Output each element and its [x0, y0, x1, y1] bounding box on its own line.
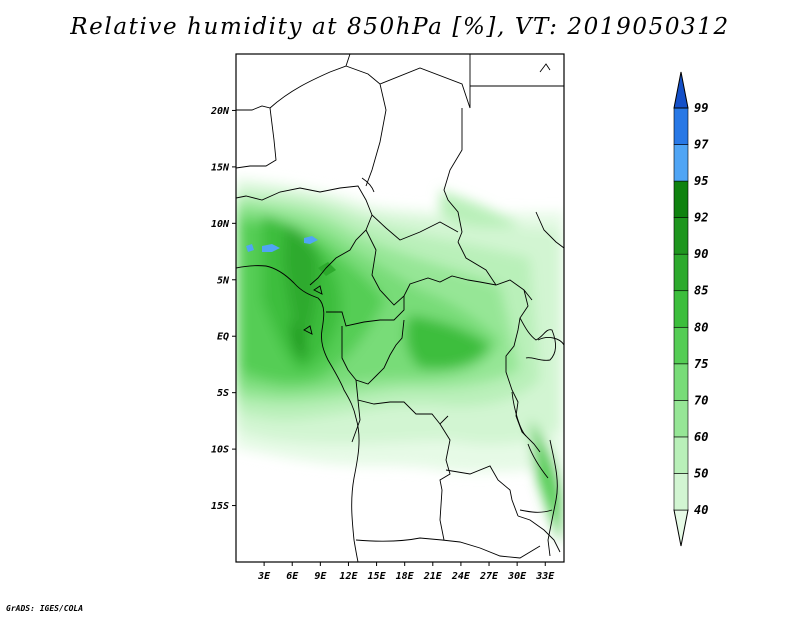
latitude-axis: 20N 15N 10N 5N EQ 5S 10S 15S — [210, 106, 236, 512]
colorbar-segment — [673, 107, 689, 145]
lat-tick-label: 10S — [211, 445, 229, 456]
lon-tick-label: 15E — [368, 571, 387, 582]
lon-tick: 33E — [535, 562, 555, 582]
lat-tick-label: EQ — [217, 332, 229, 343]
colorbar-segment — [673, 290, 689, 328]
colorbar-low-arrow — [673, 509, 689, 547]
lat-tick-label: 15S — [211, 501, 229, 512]
longitude-axis: 3E 6E 9E 12E 15E 18E 21E 24E 27E 30E 33E — [257, 562, 555, 582]
lat-tick: 15N — [211, 162, 236, 173]
lon-tick-label: 12E — [339, 571, 358, 582]
colorbar-segment — [673, 326, 689, 365]
colorbar: 40 50 60 70 75 80 85 90 92 95 97 99 — [673, 71, 709, 547]
colorbar-label: 90 — [694, 247, 708, 261]
lon-tick-label: 3E — [257, 571, 271, 582]
lon-tick: 18E — [396, 562, 415, 582]
colorbar-label: 50 — [694, 466, 708, 480]
lon-tick: 6E — [286, 562, 299, 582]
lon-tick-label: 6E — [286, 571, 299, 582]
lat-tick: 5N — [217, 275, 236, 286]
lon-tick-label: 9E — [314, 571, 327, 582]
colorbar-segment — [673, 217, 689, 255]
colorbar-label: 75 — [694, 357, 708, 371]
colorbar-segment — [673, 253, 689, 292]
lat-tick-label: 5S — [217, 388, 229, 399]
humidity-shading — [236, 178, 564, 545]
colorbar-label: 60 — [694, 430, 708, 444]
lat-tick-label: 10N — [211, 219, 230, 230]
colorbar-segment — [673, 400, 689, 438]
colorbar-segment — [673, 144, 689, 182]
lat-tick-label: 15N — [211, 162, 230, 173]
software-credit: GrADS: IGES/COLA — [6, 604, 84, 613]
colorbar-label: 95 — [694, 174, 708, 188]
colorbar-segment — [673, 363, 689, 401]
lat-tick-label: 20N — [210, 106, 230, 117]
colorbar-label: 99 — [694, 101, 708, 115]
lon-tick: 12E — [339, 562, 358, 582]
colorbar-label: 80 — [694, 320, 708, 334]
colorbar-label: 40 — [694, 503, 708, 517]
lon-tick: 24E — [451, 562, 471, 582]
lon-tick-label: 33E — [535, 571, 555, 582]
lon-tick: 27E — [479, 562, 499, 582]
colorbar-label: 70 — [694, 393, 708, 407]
map-title: Relative humidity at 850hPa [%], VT: 201… — [70, 14, 730, 40]
lon-tick: 9E — [314, 562, 327, 582]
colorbar-segment — [673, 180, 689, 218]
lon-tick-label: 30E — [507, 571, 527, 582]
map-frame — [235, 53, 565, 563]
colorbar-segment — [673, 436, 689, 474]
lon-tick: 30E — [507, 562, 527, 582]
colorbar-label: 97 — [694, 138, 709, 152]
colorbar-label: 92 — [694, 211, 708, 225]
lon-tick-label: 24E — [451, 571, 471, 582]
lon-tick-label: 21E — [423, 571, 443, 582]
lat-tick: EQ — [217, 332, 236, 343]
colorbar-segment — [673, 473, 689, 511]
lon-tick-label: 27E — [479, 571, 499, 582]
lat-tick: 5S — [217, 388, 236, 399]
lon-tick-label: 18E — [396, 571, 415, 582]
lat-tick: 20N — [210, 106, 236, 117]
colorbar-high-arrow — [673, 71, 689, 109]
lat-tick-label: 5N — [217, 275, 230, 286]
lon-tick: 15E — [368, 562, 387, 582]
colorbar-label: 85 — [694, 284, 708, 298]
lat-tick: 10N — [211, 219, 236, 230]
lat-tick: 10S — [211, 445, 236, 456]
lat-tick: 15S — [211, 501, 236, 512]
country-borders — [236, 54, 564, 562]
lon-tick: 21E — [423, 562, 443, 582]
lon-tick: 3E — [257, 562, 271, 582]
